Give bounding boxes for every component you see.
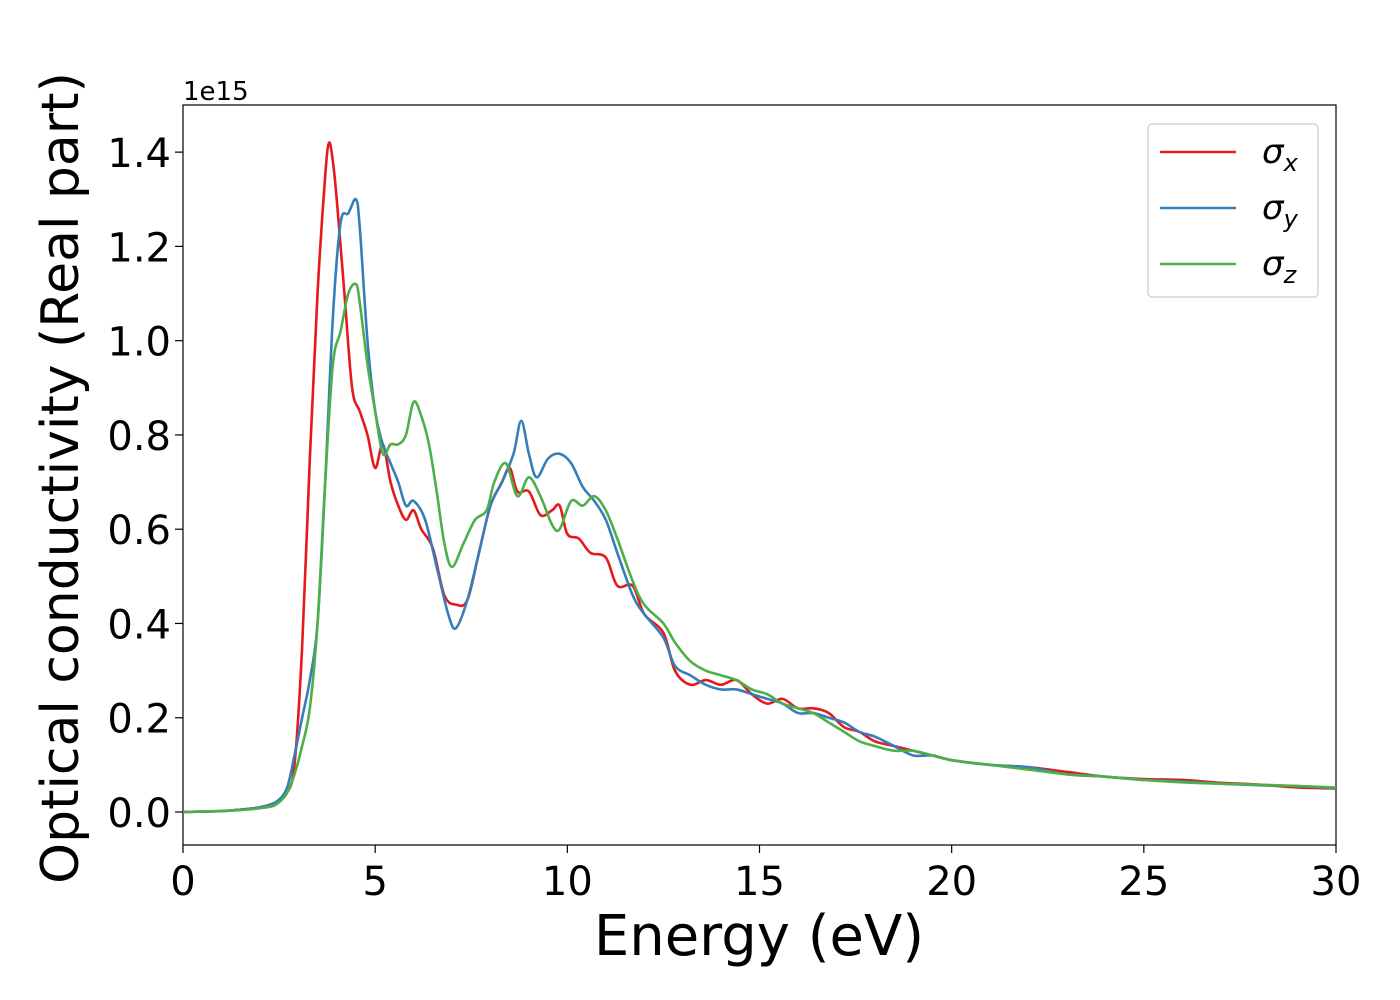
series-line-y [183,197,1336,814]
legend: σx σy σz [1147,123,1319,298]
y-tick-label: 0.0 [107,791,171,837]
y-multiplier-label: 1e15 [183,77,249,107]
y-axis-ticks: 0.0 0.2 0.4 0.6 0.8 1.0 1.2 1.4 [107,131,183,837]
legend-items: σx σy σz [1160,132,1299,289]
y-tick-label: 1.4 [107,131,171,177]
x-axis-ticks: 0 5 10 15 20 25 30 [170,845,1361,905]
x-axis-label: Energy (eV) [594,904,924,969]
x-tick-label: 0 [170,859,195,905]
y-axis-label: Optical conductivity (Real part) [31,72,91,884]
series-layer [183,141,1336,814]
y-tick-label: 0.4 [107,602,171,648]
y-tick-label: 1.0 [107,320,171,366]
x-tick-label: 5 [362,859,387,905]
legend-label-x: σx [1262,132,1299,177]
y-tick-label: 0.8 [107,414,171,460]
y-tick-label: 0.2 [107,697,171,743]
y-tick-label: 1.2 [107,225,171,271]
x-tick-label: 30 [1311,859,1362,905]
series-line-x [183,141,1336,814]
legend-box [1147,123,1319,298]
x-tick-label: 25 [1118,859,1169,905]
legend-label-y: σy [1262,188,1299,233]
y-tick-label: 0.6 [107,508,171,554]
x-tick-label: 20 [926,859,977,905]
x-tick-label: 10 [542,859,593,905]
series-line-z [183,282,1336,814]
x-tick-label: 15 [734,859,785,905]
legend-label-z: σz [1262,244,1298,289]
